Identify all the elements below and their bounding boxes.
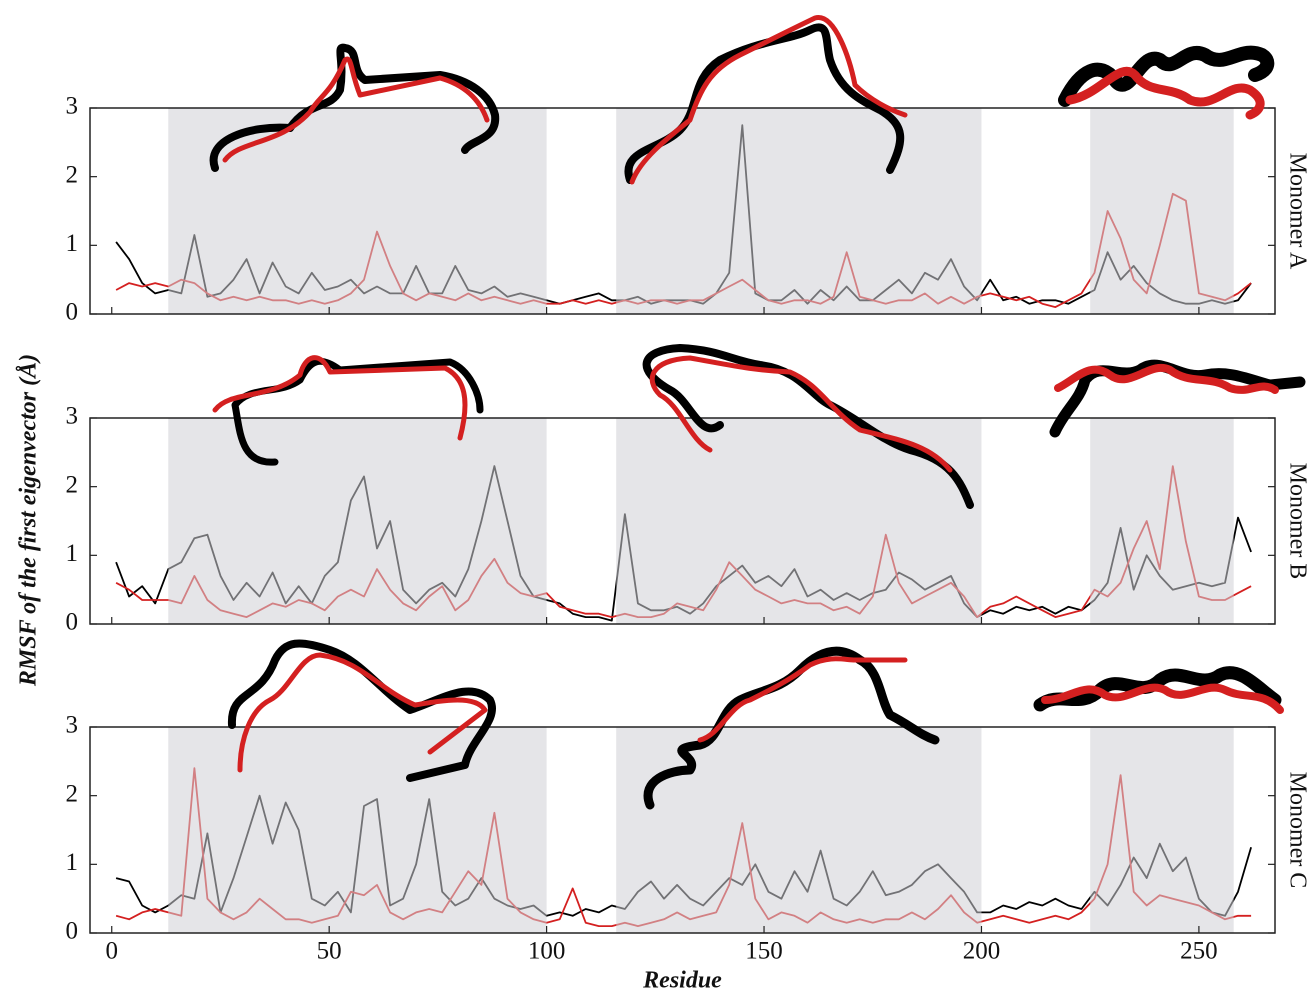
y-tick-label: 1 [66, 230, 79, 257]
panel-title: Monomer C [1284, 772, 1310, 889]
shaded-region [168, 727, 546, 933]
x-tick-label: 250 [1180, 938, 1218, 965]
x-tick-label: 50 [317, 938, 342, 965]
x-tick-label: 0 [105, 938, 118, 965]
panel-title: Monomer B [1284, 463, 1310, 580]
panel: 0 1 2 3 Monomer B RMSF of the first eigenvect… [16, 354, 1311, 687]
y-tick-label: 0 [66, 609, 79, 636]
figure: 0 1 2 3 Monomer A 0 1 2 3 Monomer B RMSF of the fi… [0, 0, 1315, 998]
shaded-region [168, 418, 546, 624]
y-tick-label: 1 [66, 849, 79, 876]
y-axis-label: RMSF of the first eigenvector (Å) [16, 354, 42, 687]
y-tick-label: 3 [66, 712, 79, 739]
x-tick-label: 100 [528, 938, 566, 965]
y-tick-label: 0 [66, 299, 79, 326]
y-tick-label: 3 [66, 93, 79, 120]
shaded-region [1090, 727, 1234, 933]
y-tick-label: 2 [66, 161, 79, 188]
y-tick-label: 1 [66, 540, 79, 567]
y-tick-label: 0 [66, 918, 79, 945]
panel-title: Monomer A [1284, 153, 1310, 270]
y-tick-label: 2 [66, 780, 79, 807]
x-tick-label: 150 [745, 938, 783, 965]
x-axis-label: Residue [642, 968, 722, 994]
shaded-region [1090, 108, 1234, 314]
y-tick-label: 2 [66, 471, 79, 498]
x-tick-label: 200 [963, 938, 1001, 965]
shaded-region [616, 727, 981, 933]
y-tick-label: 3 [66, 403, 79, 430]
shaded-region [1090, 418, 1234, 624]
